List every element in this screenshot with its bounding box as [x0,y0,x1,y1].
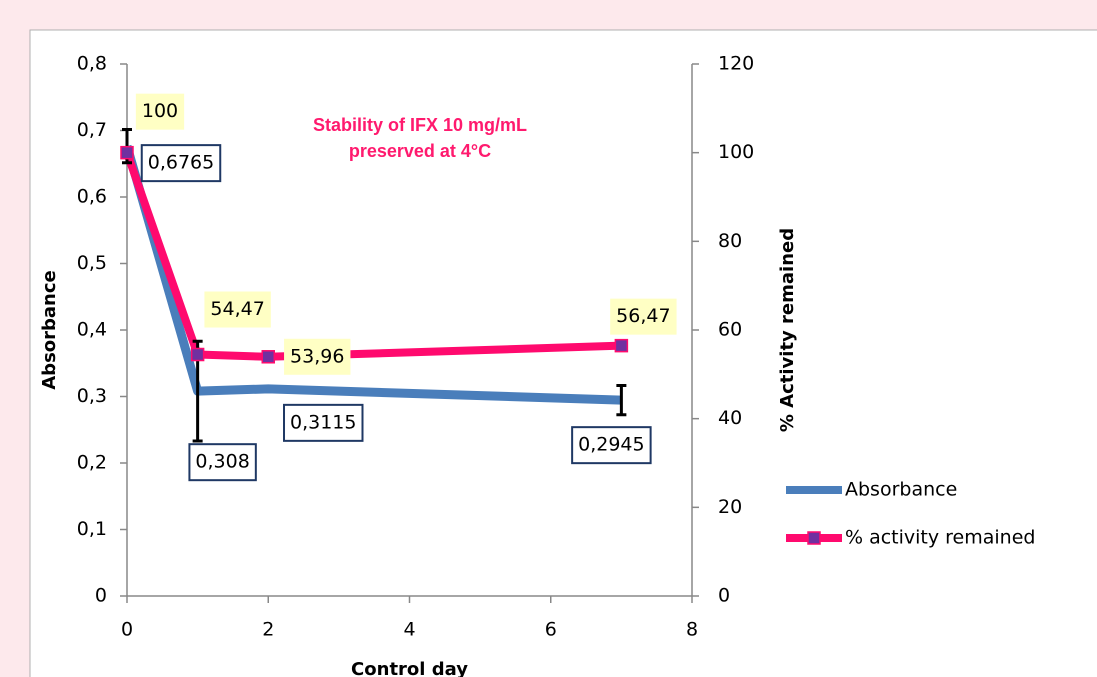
y-tick-label: 0 [95,585,107,607]
x-tick-label: 2 [262,619,274,641]
marker [190,347,205,362]
label-box [140,144,222,183]
series-line [123,151,622,361]
label-box [571,426,652,465]
legend-label: Absorbance [845,479,957,501]
y-tick-label: 0,5 [77,252,107,274]
data-label: 0,3115 [290,411,356,433]
data-label: 100 [142,100,178,122]
data-label: 56,47 [616,305,670,327]
y-tick-label: 0,6 [77,186,107,208]
y2-tick-label: 0 [718,585,730,607]
x-tick-label: 6 [545,619,557,641]
y-tick-label: 0,8 [77,53,107,75]
label-box [204,291,271,328]
label-box [283,403,364,442]
legend-label: % activity remained [845,527,1035,549]
marker [261,350,275,364]
x-tick-label: 0 [121,619,133,641]
x-axis-label: Control day [351,659,468,677]
y-tick-label: 0,4 [77,319,107,341]
error-bar [616,384,627,417]
label-box [610,298,677,335]
y2-tick-label: 120 [718,53,754,75]
label-box [284,338,351,375]
marker [120,145,134,160]
data-label: 53,96 [290,345,344,367]
legend-marker [807,531,821,545]
x-tick-label: 8 [686,619,698,641]
y2-axis-label: % Activity remained [777,228,798,432]
series-line [122,144,622,405]
data-label: 0,6765 [148,152,214,174]
data-label: 54,47 [210,298,264,320]
y2-tick-label: 60 [718,319,742,341]
label-box [188,443,257,482]
y-tick-label: 0,7 [77,119,107,141]
y-tick-label: 0,1 [77,518,107,540]
y-tick-label: 0,2 [77,452,107,474]
chart-title: Stability of IFX 10 mg/mL preserved at 4… [312,115,528,161]
label-box [135,93,185,130]
x-tick-label: 4 [403,619,415,641]
y-tick-label: 0,3 [77,385,107,407]
y2-tick-label: 100 [718,141,754,163]
data-label: 0,308 [195,451,249,473]
y-axis-label: Absorbance [39,270,60,390]
y2-tick-label: 40 [718,407,742,429]
y2-tick-label: 20 [718,496,742,518]
data-label: 0,2945 [578,434,644,456]
y2-tick-label: 80 [718,230,742,252]
marker [614,338,629,353]
